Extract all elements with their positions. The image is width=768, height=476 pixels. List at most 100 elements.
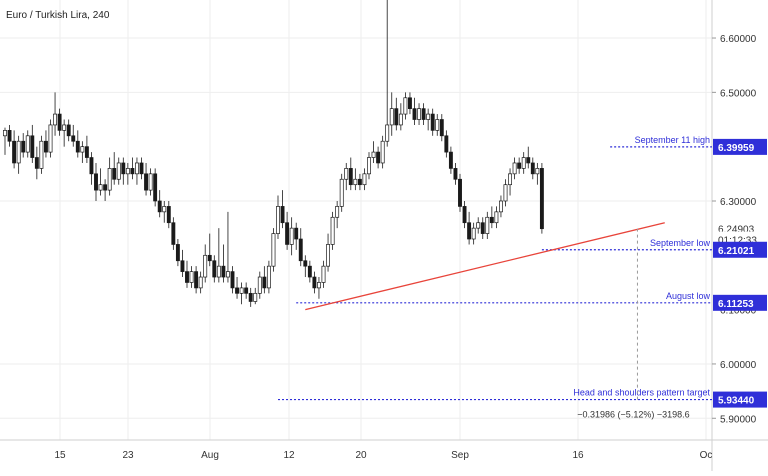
candle-body-down — [230, 271, 235, 289]
candle-body-up — [353, 178, 358, 186]
candle — [480, 217, 485, 240]
candle — [362, 168, 367, 191]
candle — [389, 92, 394, 136]
candle — [175, 239, 180, 267]
candle-body-up — [239, 287, 244, 294]
candle-body-up — [398, 113, 403, 126]
candle-body-up — [116, 162, 121, 180]
candle — [499, 195, 503, 218]
candle-body-down — [7, 130, 12, 142]
level-label: August low — [666, 291, 711, 301]
candle — [180, 249, 185, 278]
candle-body-down — [348, 168, 353, 186]
candle-body-down — [221, 265, 226, 278]
candle — [398, 103, 403, 131]
candle — [421, 103, 426, 125]
candle-body-down — [530, 162, 535, 175]
candle — [367, 152, 371, 180]
candle — [430, 108, 435, 136]
candle — [508, 168, 513, 196]
candle-body-down — [262, 276, 267, 289]
candle-body-up — [508, 173, 513, 186]
candle-body-down — [175, 244, 180, 262]
candle-body-up — [3, 130, 7, 137]
candle-body-down — [43, 140, 48, 153]
candle-body-up — [335, 206, 340, 218]
candle — [371, 141, 376, 163]
candle — [417, 103, 422, 125]
candle-body-down — [34, 157, 39, 169]
candle — [394, 97, 399, 131]
candle-body-down — [280, 206, 285, 224]
candle-body-down — [194, 271, 199, 289]
candle-body-down — [94, 173, 98, 191]
candle — [512, 157, 517, 180]
candle-body-up — [339, 178, 344, 207]
candle — [444, 130, 449, 158]
price-badge-label: 6.21021 — [718, 246, 755, 257]
candle-body-down — [467, 222, 472, 240]
candle — [194, 266, 199, 294]
candle — [75, 130, 80, 158]
candle-body-up — [476, 222, 481, 229]
y-tick-label: 6.00000 — [720, 360, 757, 371]
candle-body-down — [21, 140, 26, 153]
level-label: September low — [650, 238, 711, 248]
candle — [467, 211, 472, 245]
candle-body-up — [521, 157, 526, 169]
candle-body-down — [430, 113, 435, 131]
candle — [476, 217, 481, 234]
candle — [162, 200, 167, 223]
candle — [239, 282, 244, 305]
candle — [171, 217, 176, 250]
price-badge-label: 6.39959 — [718, 143, 755, 154]
candle — [294, 222, 299, 250]
candle — [489, 206, 494, 229]
candle — [121, 157, 126, 185]
candle-body-up — [98, 184, 103, 191]
candle — [348, 157, 353, 191]
candle-body-up — [503, 184, 508, 202]
candle-body-up — [289, 227, 294, 245]
x-tick-label: 15 — [54, 450, 66, 461]
candle — [253, 287, 258, 305]
candle-body-down — [408, 97, 412, 109]
candle — [125, 162, 130, 185]
candle-body-up — [499, 200, 503, 213]
candle — [380, 135, 385, 169]
x-tick-label: Sep — [451, 450, 469, 461]
y-tick-label: 6.60000 — [720, 34, 757, 45]
price-badge-label: 6.11253 — [718, 299, 754, 310]
x-tick-label: 16 — [572, 450, 584, 461]
candle-body-down — [166, 206, 171, 224]
candle-body-up — [326, 244, 331, 267]
candle-body-down — [307, 265, 312, 278]
candle — [403, 92, 408, 120]
candle-body-up — [317, 282, 321, 289]
candle — [408, 92, 412, 115]
candle-body-up — [426, 113, 431, 120]
candle — [48, 119, 53, 158]
candle — [521, 152, 526, 174]
candle — [7, 124, 12, 147]
candle — [357, 173, 362, 191]
candle — [185, 260, 189, 288]
candle — [448, 146, 453, 174]
candle — [530, 157, 535, 180]
price-badge — [713, 138, 767, 155]
candle-body-up — [271, 233, 276, 267]
candle-body-up — [367, 157, 371, 175]
level-label: September 11 high — [635, 135, 710, 145]
candle-body-down — [12, 140, 17, 164]
candle-body-down — [439, 119, 444, 137]
candle — [94, 162, 98, 201]
candle — [526, 146, 531, 169]
candle — [248, 287, 253, 307]
candle-body-up — [48, 124, 53, 153]
candle-body-up — [226, 271, 230, 278]
candle-body-down — [376, 151, 381, 164]
candle — [326, 233, 331, 272]
candle — [312, 271, 317, 294]
candle-body-up — [25, 135, 30, 153]
